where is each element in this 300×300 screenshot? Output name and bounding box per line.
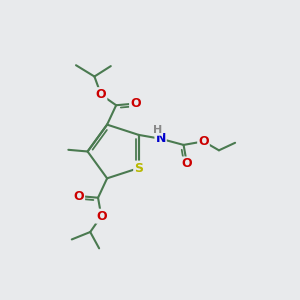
Text: O: O bbox=[130, 97, 141, 110]
Text: N: N bbox=[155, 132, 166, 145]
Text: O: O bbox=[198, 135, 209, 148]
Text: O: O bbox=[74, 190, 84, 202]
Text: O: O bbox=[96, 88, 106, 101]
Text: O: O bbox=[96, 210, 106, 223]
Text: O: O bbox=[182, 158, 192, 170]
Text: S: S bbox=[134, 162, 143, 175]
Text: H: H bbox=[153, 125, 162, 135]
